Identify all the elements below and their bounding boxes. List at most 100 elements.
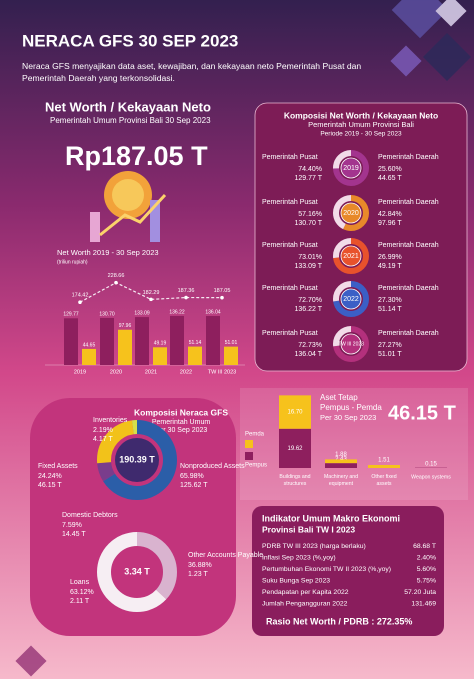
- pct: 72.73%: [298, 342, 322, 349]
- pct: 73.01%: [298, 254, 322, 261]
- legend-label: Pempus: [245, 463, 267, 469]
- category-label: Other fixed assets: [371, 474, 396, 487]
- indicator-panel: [252, 506, 444, 636]
- donut-total: 3.34 T: [124, 566, 150, 576]
- year-badge: [340, 157, 362, 179]
- value: 136.22 T: [294, 306, 322, 313]
- year-label: 2022: [343, 296, 359, 303]
- indicator-label: Jumlah Pengangguran 2022: [262, 600, 348, 607]
- pct: 25.60%: [378, 166, 402, 173]
- bar-daerah: [82, 348, 96, 365]
- bar-label: 129.77: [63, 312, 79, 318]
- x-tick-label: 2022: [180, 369, 192, 375]
- item-pct: 24.24%: [38, 473, 62, 480]
- bar-pusat: [135, 317, 149, 365]
- label: Pemerintah Daerah: [378, 154, 439, 161]
- donut-segment: [333, 326, 369, 362]
- panel-subtitle: Pemerintah Umum: [152, 419, 211, 426]
- composition-panel: [254, 102, 468, 372]
- pct: 57.16%: [298, 211, 322, 218]
- section-subtitle: Pemerintah Umum Provinsi Bali 30 Sep 202…: [50, 116, 211, 125]
- x-tick-label: 2020: [110, 369, 122, 375]
- year-label: TW III 2023: [338, 341, 364, 347]
- pct: 42.84%: [378, 211, 402, 218]
- value: 97.96 T: [378, 220, 402, 227]
- fa-total: 46.15 T: [388, 402, 456, 424]
- net-worth-point: [78, 300, 82, 305]
- donut-hole: [115, 438, 159, 482]
- point-label: 187.36: [178, 288, 195, 294]
- point-label: 174.42: [72, 293, 89, 299]
- net-worth-point: [220, 295, 224, 300]
- label: Pemerintah Pusat: [262, 330, 318, 337]
- indicator-value: 5.75%: [417, 577, 436, 584]
- item-value: 1.23 T: [188, 571, 208, 578]
- bar-pusat: [100, 317, 114, 365]
- value: 133.09 T: [294, 263, 322, 270]
- item-name: Other Accounts Payable: [188, 552, 263, 559]
- bar-label: 97.96: [119, 323, 132, 329]
- value: 44.65 T: [378, 175, 402, 182]
- value: 51.14 T: [378, 306, 402, 313]
- item-pct: 65.98%: [180, 473, 204, 480]
- fa-date: Per 30 Sep 2023: [320, 413, 376, 422]
- neraca-panel: [30, 398, 236, 636]
- item-pct: 2.19%: [93, 427, 113, 434]
- bar-label: 1.88: [335, 452, 347, 458]
- ratio: Rasio Net Worth / PDRB : 272.35%: [266, 616, 412, 626]
- legend-swatch: [245, 440, 253, 448]
- label: Pemerintah Pusat: [262, 285, 318, 292]
- bar-pusat: [206, 316, 220, 365]
- point-label: 187.05: [214, 288, 231, 294]
- x-tick-label: TW III 2023: [208, 369, 236, 375]
- pct: 74.40%: [298, 166, 322, 173]
- year-badge: [340, 245, 362, 267]
- item-name: Inventories: [93, 417, 128, 424]
- donut-segment: [333, 281, 369, 317]
- x-tick-label: 2019: [74, 369, 86, 375]
- label: Pemerintah Daerah: [378, 330, 439, 337]
- indicator-value: 131.469: [411, 600, 436, 607]
- donut-hole: [115, 550, 159, 594]
- bar-label: 0.15: [425, 461, 437, 467]
- legend-label: Pemda: [245, 432, 265, 438]
- year-label: 2020: [343, 210, 359, 217]
- bar-pempus: [279, 428, 311, 468]
- bar-label: 136.22: [169, 309, 185, 315]
- bar-label: 130.70: [99, 311, 115, 317]
- value: 130.70 T: [294, 220, 322, 227]
- chart-unit: (triliun rupiah): [57, 259, 88, 265]
- bar-daerah: [118, 329, 132, 365]
- bar-pusat: [64, 318, 78, 365]
- point-label: 228.66: [108, 273, 125, 279]
- title: NERACA GFS 30 SEP 2023: [22, 31, 238, 50]
- item-value: 125.62 T: [180, 482, 208, 489]
- value: 51.01 T: [378, 351, 402, 358]
- pct: 27.27%: [378, 342, 402, 349]
- donut-segment: [97, 420, 177, 500]
- point-label: 182.29: [143, 290, 160, 296]
- donut-segment: [333, 238, 369, 274]
- bar-pemda: [325, 459, 357, 464]
- pct: 27.30%: [378, 297, 402, 304]
- bar-label: 19.62: [287, 446, 303, 452]
- net-worth-total: Rp187.05 T: [65, 141, 208, 171]
- indicator-label: Pendapatan per Kapita 2022: [262, 589, 349, 596]
- indicator-value: 5.60%: [417, 566, 436, 573]
- item-name: Nonproduced Assets: [180, 463, 245, 470]
- indicator-label: Inflasi Sep 2023 (%,yoy): [262, 554, 336, 561]
- donut-segment: [333, 150, 369, 186]
- item-value: 4.17 T: [93, 436, 113, 443]
- bar-label: 1.51: [378, 458, 390, 464]
- fa-title: Aset Tetap: [320, 393, 358, 402]
- year-badge: [340, 333, 362, 355]
- bar-daerah: [153, 347, 167, 365]
- illustration: [90, 171, 167, 242]
- x-tick-label: 2021: [145, 369, 157, 375]
- indicator-value: 57.20 Juta: [404, 589, 436, 596]
- category-label: Machinery and equipment: [324, 474, 358, 487]
- indicator-label: PDRB TW III 2023 (harga berlaku): [262, 543, 366, 550]
- bar-label: 16.70: [287, 410, 303, 416]
